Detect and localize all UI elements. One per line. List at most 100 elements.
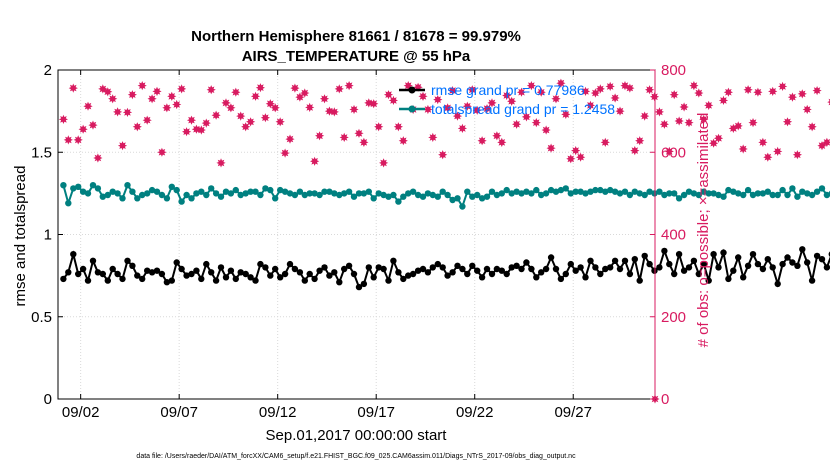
series-0-point-137 [735, 254, 742, 261]
series-1-point-11 [114, 190, 121, 197]
series-2-point-87 [487, 98, 497, 108]
series-1-point-44 [277, 186, 284, 194]
series-0-point-45 [281, 270, 289, 278]
series-0-point-111 [607, 264, 614, 271]
series-1-point-123 [666, 190, 673, 197]
series-0-point-134 [720, 249, 727, 256]
series-2-point-156 [827, 98, 830, 106]
series-2-point-60 [354, 128, 364, 138]
series-1-point-12 [119, 195, 126, 202]
series-0-point-99 [547, 254, 555, 261]
series-0-point-146 [779, 260, 786, 268]
series-1-point-147 [784, 191, 791, 199]
series-1-point-88 [493, 191, 501, 199]
series-2-point-95 [526, 81, 536, 91]
series-2-point-81 [457, 123, 467, 133]
series-1-point-3 [75, 183, 82, 190]
series-2-point-127 [684, 118, 694, 128]
series-2-point-105 [576, 152, 586, 162]
series-1-point-116 [631, 188, 638, 195]
series-0-point-62 [365, 264, 372, 271]
series-1-point-122 [661, 191, 668, 199]
series-2-point-98 [541, 125, 551, 135]
series-1-point-46 [286, 190, 294, 197]
series-1-point-112 [611, 188, 619, 195]
series-2-point-56 [334, 84, 344, 94]
series-0-point-6 [89, 257, 97, 264]
series-2-point-118 [640, 111, 650, 121]
series-0-point-74 [424, 269, 432, 276]
series-0-point-102 [562, 270, 569, 278]
legend-label-rmse: rmse grand pr = 0.77986 [431, 82, 585, 98]
series-2-point-0 [58, 114, 68, 124]
series-1-point-108 [592, 186, 599, 194]
series-0-point-31 [212, 277, 220, 284]
series-2-point-26 [186, 115, 197, 125]
series-2-point-144 [768, 86, 778, 96]
series-1-point-139 [744, 186, 752, 194]
series-1-point-51 [311, 190, 318, 197]
series-0-point-69 [400, 275, 407, 283]
series-2-point-21 [162, 103, 172, 113]
series-0-point-36 [237, 269, 244, 276]
series-1-point-77 [439, 188, 446, 195]
series-0-point-129 [695, 270, 702, 278]
series-1-point-66 [385, 193, 392, 200]
series-2-point-86 [482, 104, 492, 114]
series-2-point-38 [246, 117, 256, 127]
series-0-point-103 [567, 260, 574, 268]
series-0-point-124 [671, 270, 678, 278]
series-1-point-67 [390, 191, 397, 199]
series-2-point-15 [132, 122, 142, 132]
series-0-point-39 [252, 277, 259, 284]
series-2-point-107 [585, 100, 596, 110]
series-1-point-6 [89, 182, 97, 189]
series-0-point-9 [104, 277, 112, 284]
series-2-point-148 [787, 92, 797, 102]
series-0-point-11 [114, 270, 121, 278]
series-0-point-44 [277, 274, 284, 281]
series-0-point-106 [582, 274, 589, 281]
series-0-point-19 [153, 267, 161, 274]
series-2-point-149 [792, 150, 802, 160]
plot-data [58, 78, 830, 404]
legend: rmse grand pr = 0.77986 totalspread gran… [399, 82, 615, 117]
series-1-point-0 [60, 182, 67, 189]
series-2-point-91 [507, 96, 517, 106]
series-2-point-140 [748, 118, 758, 128]
series-2-point-84 [472, 105, 482, 115]
series-0-point-3 [75, 270, 82, 278]
series-0-point-75 [429, 264, 436, 271]
series-0-point-43 [272, 265, 279, 273]
x-tick-label-3: 09/17 [357, 404, 395, 421]
series-0-point-121 [656, 264, 663, 271]
y-left-tick-label-0: 0 [44, 391, 52, 408]
series-1 [60, 182, 830, 210]
series-0-point-41 [262, 264, 269, 271]
series-2-point-90 [502, 90, 512, 101]
x-tick-label-5: 09/27 [554, 404, 592, 421]
series-1-point-17 [144, 190, 151, 197]
series-1-point-76 [434, 193, 441, 200]
series-2-point-119 [645, 85, 655, 95]
series-1-point-134 [720, 193, 727, 200]
series-1-point-36 [237, 191, 244, 199]
series-2-point-123 [664, 146, 674, 156]
series-1-point-104 [572, 188, 579, 195]
series-0-point-145 [774, 280, 781, 288]
series-2-point-141 [753, 87, 763, 97]
series-1-point-20 [158, 191, 166, 199]
series-0-point-139 [744, 262, 752, 269]
series-1-point-30 [208, 185, 215, 192]
series-1-point-16 [139, 191, 146, 199]
series-2-point-99 [546, 143, 556, 153]
series-2-point-47 [290, 83, 300, 93]
series-1-point-68 [395, 198, 402, 205]
series-2-point-63 [369, 99, 379, 109]
series-0-point-67 [390, 257, 397, 264]
series-2-point-11 [113, 107, 123, 117]
series-0-point-21 [163, 279, 171, 286]
series-0-point-1 [65, 269, 72, 276]
series-0-point-154 [818, 256, 826, 263]
series-2-point-17 [142, 115, 152, 125]
